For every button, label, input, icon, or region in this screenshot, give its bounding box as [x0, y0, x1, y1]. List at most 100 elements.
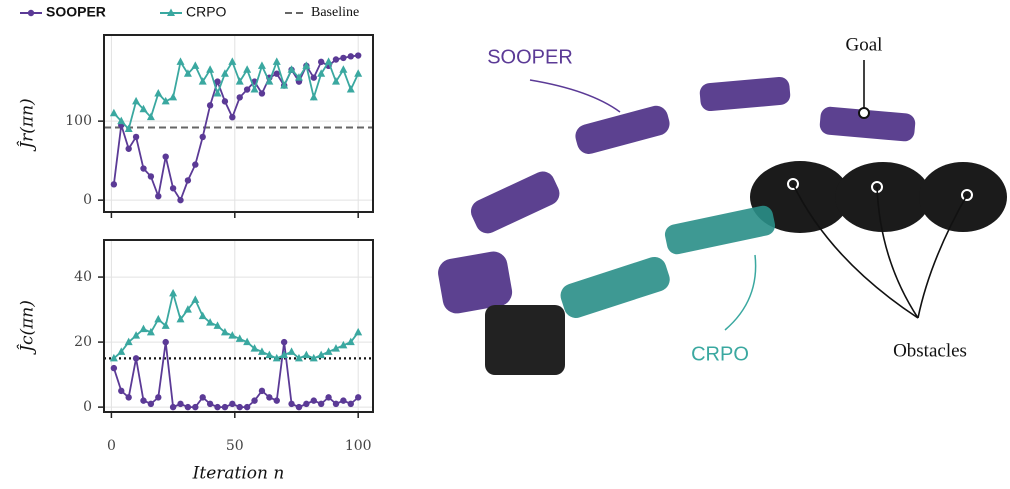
circle-marker [184, 403, 192, 411]
triangle-marker [294, 73, 303, 81]
circle-marker [206, 102, 214, 109]
legend-label: Baseline [311, 5, 359, 20]
series-line [112, 54, 359, 203]
triangle-marker [287, 347, 296, 355]
y-axis-label: Ĵc(πn) [18, 300, 38, 355]
circle-marker [118, 387, 125, 395]
crpo-arrow [724, 254, 757, 331]
circle-marker [288, 400, 295, 408]
circle-marker [229, 400, 236, 408]
obstacle-pointers [792, 60, 968, 319]
circle-marker [332, 400, 340, 408]
triangle-marker [250, 344, 259, 352]
y-tick-label: 20 [74, 334, 92, 350]
sooper-arrow [529, 79, 621, 113]
circle-marker [214, 403, 221, 411]
circle-marker [258, 90, 266, 97]
triangle-marker [139, 324, 148, 333]
triangle-marker [257, 347, 266, 355]
crpo-cars [560, 205, 776, 318]
sooper-label: SOOPER [487, 46, 573, 68]
circle-marker [266, 394, 273, 401]
circle-marker [229, 113, 236, 121]
y-axis-label: Ĵr(πn) [18, 98, 38, 151]
circle-marker [221, 403, 229, 411]
triangle-marker [324, 57, 333, 65]
triangle-marker [309, 353, 318, 362]
triangle-marker [287, 65, 296, 73]
triangle-marker [183, 305, 192, 313]
circle-marker [199, 133, 206, 141]
triangle-marker [243, 337, 252, 346]
triangle-marker [317, 69, 326, 77]
circle-marker [125, 145, 132, 152]
triangle-marker [339, 65, 348, 73]
circle-marker [199, 394, 206, 401]
triangle-marker [228, 331, 237, 339]
circle-marker [206, 400, 214, 408]
circle-marker [147, 173, 155, 180]
circle-marker [317, 58, 325, 66]
circle-marker [169, 403, 177, 411]
y-tick-label: 40 [74, 269, 92, 285]
series-line [113, 293, 359, 360]
triangle-marker [280, 81, 289, 89]
circle-marker [192, 403, 199, 411]
circle-marker [162, 153, 169, 160]
circle-marker [295, 403, 303, 411]
triangle-marker [176, 314, 185, 323]
circle-marker [317, 400, 325, 408]
triangle-marker [132, 331, 141, 339]
circle-marker [140, 165, 147, 172]
circle-marker [132, 355, 140, 362]
circle-marker [325, 394, 332, 401]
triangle-marker [331, 344, 340, 352]
triangle-marker [183, 69, 192, 77]
y-tick-label: 0 [83, 399, 92, 415]
triangle-marker [198, 77, 207, 85]
triangle-marker [228, 57, 237, 65]
triangle-marker [235, 77, 244, 85]
illustration: SOOPER CRPO Goal Obstacles [438, 34, 1007, 375]
obstacle-tires [750, 161, 1007, 233]
circle-marker [273, 70, 280, 77]
y-tick-label: 100 [65, 113, 92, 129]
triangle-marker [265, 77, 274, 85]
triangle-marker [302, 350, 311, 359]
triangle-marker [294, 353, 303, 362]
triangle-marker [124, 337, 133, 346]
triangle-marker [109, 353, 118, 362]
triangle-marker [169, 288, 178, 297]
x-tick-label: 50 [226, 438, 244, 454]
legend-label: SOOPER [46, 4, 106, 20]
circle-marker [162, 338, 169, 346]
triangle-marker [213, 88, 222, 97]
triangle-marker [206, 318, 215, 326]
triangle-marker [191, 295, 200, 303]
circle-marker [340, 397, 347, 404]
triangle-marker [272, 57, 281, 65]
legend-marker [27, 9, 35, 17]
triangle-marker [339, 340, 348, 349]
circle-marker [169, 185, 177, 192]
circle-marker [125, 394, 132, 401]
circle-marker [214, 78, 221, 85]
triangle-marker [324, 347, 333, 355]
triangle-marker [317, 350, 326, 359]
circle-marker [310, 397, 317, 404]
circle-marker [310, 74, 317, 81]
triangle-marker [191, 61, 200, 69]
triangle-marker [206, 65, 215, 73]
circle-marker [347, 53, 354, 60]
triangle-marker [346, 337, 355, 346]
triangle-marker [235, 334, 244, 342]
plot-frame [103, 239, 374, 413]
circle-marker [280, 338, 288, 346]
x-tick-label: 100 [345, 438, 372, 454]
triangle-marker [309, 92, 318, 101]
triangle-marker [109, 108, 118, 117]
circle-marker [258, 387, 266, 395]
legend-label: CRPO [186, 4, 227, 20]
circle-marker [155, 394, 162, 401]
